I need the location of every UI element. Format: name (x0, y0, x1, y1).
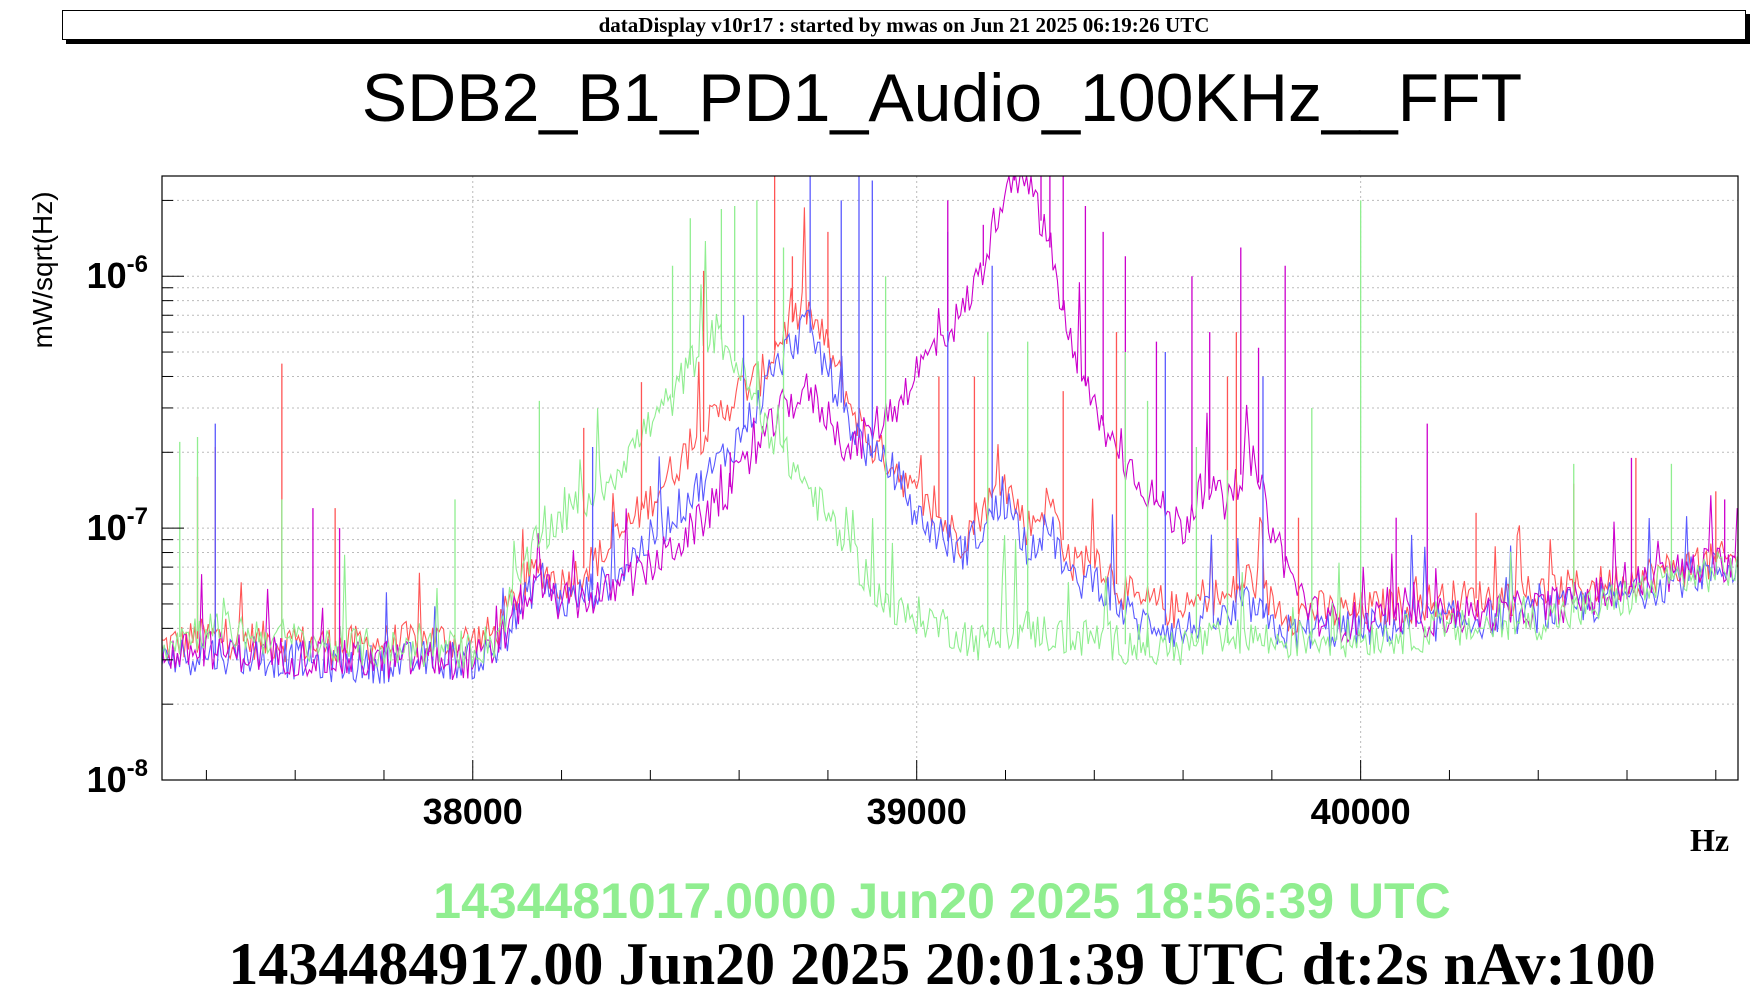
spectrum-series-1 (162, 309, 1738, 684)
x-tick-label: 39000 (867, 791, 967, 832)
spectrum-series-0 (162, 207, 1738, 666)
y-tick-label: 10-8 (87, 755, 148, 800)
spectrum-series-3 (162, 240, 1738, 669)
banner-text: dataDisplay v10r17 : started by mwas on … (598, 12, 1210, 37)
chart-title: SDB2_B1_PD1_Audio_100KHz__FFT (361, 60, 1523, 136)
spectrum-plot[interactable]: 38000 39000 40000 10-6 10-7 10-8 (0, 0, 1764, 870)
x-tick-label: 40000 (1311, 791, 1411, 832)
y-tick-label: 10-6 (87, 251, 148, 296)
reference-timestamp: 1434481017.0000 Jun20 2025 18:56:39 UTC (433, 873, 1451, 929)
current-timestamp: 1434484917.00 Jun20 2025 20:01:39 UTC dt… (228, 931, 1656, 997)
window-banner: dataDisplay v10r17 : started by mwas on … (62, 10, 1746, 40)
y-tick-label: 10-7 (87, 503, 148, 548)
spectrum-series-2 (162, 176, 1738, 680)
x-axis-label: Hz (1690, 822, 1730, 858)
plot-frame (161, 175, 1739, 781)
x-tick-label: 38000 (423, 791, 523, 832)
